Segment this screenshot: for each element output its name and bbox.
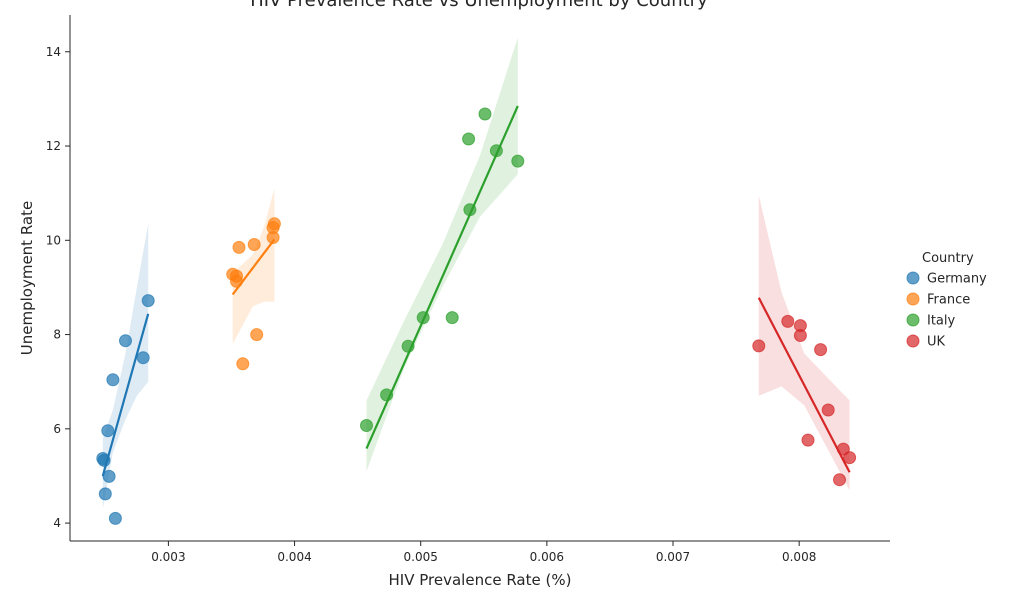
legend: Country Germany France Italy UK [906,251,987,350]
point-france-9 [266,231,280,244]
point-france-10 [267,217,281,231]
confidence-band-uk [758,195,850,491]
confidence-band-italy [366,37,518,472]
chart-title: HIV Prevalence Rate vs Unemployment by C… [250,0,708,11]
legend-marker-uk [906,334,920,348]
y-tick-label: 12 [46,139,61,153]
confidence-band-germany [102,223,149,509]
point-uk-4 [793,329,807,342]
y-tick-label: 6 [53,422,61,436]
point-uk-7 [821,403,835,417]
regression-line-germany [101,313,150,477]
legend-marker-italy [906,313,920,327]
y-tick-label: 10 [46,233,61,247]
regression-line-uk [757,297,851,473]
point-germany-8 [119,334,132,348]
point-uk-1 [752,339,766,353]
point-france-5 [236,357,250,371]
point-france-7 [250,328,264,342]
point-germany-10 [141,294,155,308]
point-france-4 [232,240,246,254]
regression-line-france [231,238,276,296]
legend-marker-germany [906,271,920,285]
regression-lines [101,105,851,477]
point-germany-4 [101,424,115,438]
point-uk-10 [843,451,857,465]
point-uk-6 [814,343,828,357]
point-france-6 [247,238,261,251]
x-tick-label: 0.005 [404,550,438,564]
point-uk-2 [781,314,795,328]
point-italy-8 [478,107,492,121]
y-tick-label: 14 [46,45,61,59]
point-germany-6 [106,373,120,387]
point-italy-5 [445,311,459,325]
legend-label-germany: Germany [927,272,987,287]
x-tick-label: 0.007 [656,550,690,564]
legend-label-italy: Italy [927,314,956,329]
y-tick-label: 4 [53,516,61,530]
legend-marker-france [906,292,920,306]
y-tick-label: 8 [53,328,61,342]
point-germany-7 [108,511,122,525]
point-germany-9 [136,351,150,365]
confidence-bands [102,37,850,509]
x-tick-label: 0.006 [530,550,564,564]
y-axis-label: Unemployment Rate [18,201,36,355]
y-axis-ticks: 4 6 8 10 12 14 [46,45,70,530]
point-germany-5 [102,469,116,483]
legend-label-france: France [927,293,970,308]
point-uk-5 [801,433,815,447]
regression-line-italy [365,105,519,450]
x-tick-label: 0.004 [277,550,311,564]
point-italy-1 [360,419,373,432]
x-axis-label: HIV Prevalence Rate (%) [389,571,572,589]
legend-label-uk: UK [927,335,946,350]
point-uk-8 [833,473,846,487]
point-italy-6 [462,132,476,146]
x-axis-ticks: 0.003 0.004 0.005 0.006 0.007 0.008 [151,541,816,564]
point-italy-10 [511,154,525,168]
legend-title: Country [922,251,974,266]
x-tick-label: 0.003 [151,550,185,564]
x-tick-label: 0.008 [782,550,816,564]
point-germany-3 [98,487,112,501]
